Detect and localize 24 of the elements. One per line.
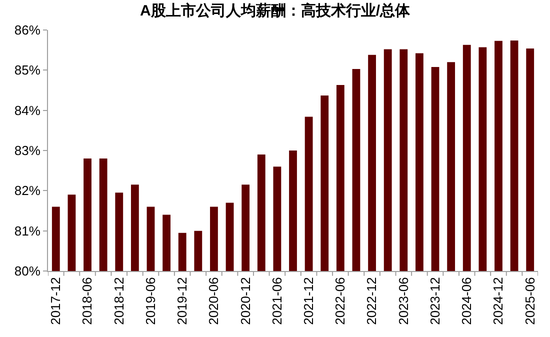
x-tick-label: 2021-12 xyxy=(301,277,316,325)
y-tick-label: 85% xyxy=(14,62,41,78)
x-tick-label: 2024-12 xyxy=(490,277,506,325)
x-tick-label: 2020-12 xyxy=(238,277,253,325)
x-tick-label: 2025-06 xyxy=(522,277,538,325)
x-tick-label: 2019-12 xyxy=(174,277,190,325)
x-tick-label: 2017-12 xyxy=(48,277,64,325)
x-tick-label: 2024-06 xyxy=(459,277,474,325)
x-tick-label: 2019-06 xyxy=(142,277,158,325)
y-tick-label: 80% xyxy=(14,264,41,279)
x-tick-label: 2021-06 xyxy=(269,277,284,325)
y-tick-label: 83% xyxy=(14,143,41,158)
x-tick-label: 2023-06 xyxy=(396,277,411,325)
y-tick-label: 84% xyxy=(14,102,41,118)
y-tick-label: 86% xyxy=(14,22,41,38)
x-tick-label: 2020-06 xyxy=(206,277,222,325)
x-tick-label: 2018-12 xyxy=(111,277,126,325)
x-tick-label: 2022-12 xyxy=(364,277,380,325)
x-tick-label: 2023-12 xyxy=(427,277,442,325)
chart-title: A股上市公司人均薪酬：高技术行业/总体 xyxy=(140,2,411,20)
x-tick-label: 2022-06 xyxy=(332,277,348,325)
y-tick-label: 82% xyxy=(14,183,41,198)
y-tick-label: 81% xyxy=(14,223,41,238)
x-tick-label: 2018-06 xyxy=(80,277,95,325)
